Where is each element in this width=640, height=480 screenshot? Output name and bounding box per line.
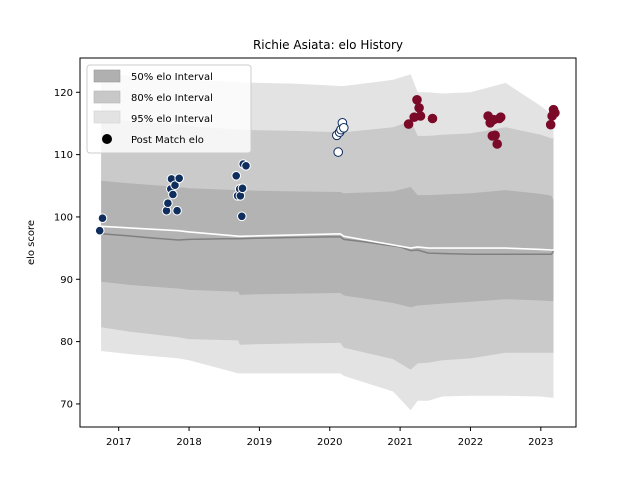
x-tick-label-3: 2020 [317,437,342,448]
chart-title: Richie Asiata: elo History [253,38,403,52]
match-point-0-6 [168,189,178,200]
legend-label-95: 95% elo Interval [131,114,213,125]
median-elo-line [101,225,554,251]
match-point-1-5 [339,123,349,133]
legend-label-post-match: Post Match elo [131,135,204,146]
match-point-0-15 [237,183,248,194]
match-point-2-13 [495,112,506,122]
x-axis: 2017 2018 2019 2020 2021 2022 2023 [106,427,554,448]
y-tick-label-3: 100 [54,212,73,223]
match-point-2-11 [492,139,503,149]
axes-frame [79,57,577,428]
ci95-band [101,73,554,411]
plot-area [94,73,560,411]
x-tick-label-6: 2023 [528,437,553,448]
match-point-2-2 [412,95,422,105]
legend-label-80: 80% elo Interval [131,93,213,104]
ci50-band [101,180,554,308]
match-point-2-3 [414,103,424,113]
x-tick-label-2: 2019 [247,437,272,448]
y-tick-label-4: 110 [54,150,73,161]
legend-frame [86,64,252,154]
legend-label-50: 50% elo Interval [131,72,213,83]
y-tick-label-1: 80 [60,337,73,348]
legend-swatch-80 [93,90,121,104]
y-tick-label-5: 120 [54,88,73,99]
match-point-0-1 [97,213,108,223]
match-point-2-0 [403,119,414,129]
legend-swatch-50 [93,69,121,83]
y-axis: 70 80 90 100 110 120 [54,88,80,410]
x-tick-label-5: 2022 [458,437,483,448]
x-tick-label-4: 2021 [387,437,412,448]
match-point-0-14 [237,211,247,222]
legend-marker-post-match [102,134,112,144]
match-point-1-1 [333,147,344,157]
match-point-2-4 [415,111,426,121]
match-point-0-9 [174,173,184,184]
match-point-0-10 [231,171,241,181]
match-point-2-17 [550,108,560,118]
y-tick-label-2: 90 [60,275,73,286]
mean-elo-line [101,233,555,256]
ci80-band [101,118,554,370]
y-tick-label-0: 70 [60,399,73,410]
match-point-2-14 [545,119,556,130]
x-tick-label-1: 2018 [176,437,201,448]
match-point-0-8 [172,205,182,216]
match-point-0-3 [163,198,173,208]
match-point-0-7 [170,180,180,190]
legend-swatch-95 [93,110,121,124]
legend: 50% elo Interval 80% elo Interval 95% el… [86,64,252,154]
x-tick-label-0: 2017 [106,437,131,448]
match-point-0-0 [94,225,105,236]
match-point-2-5 [427,113,438,124]
y-axis-label: elo score [26,220,37,265]
match-point-2-10 [490,130,500,141]
match-point-0-17 [241,161,251,171]
